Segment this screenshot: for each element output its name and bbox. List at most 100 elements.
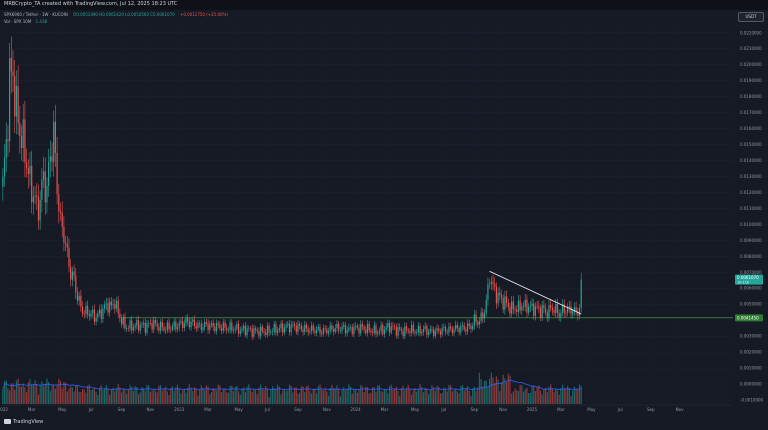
candle-body <box>568 306 570 308</box>
candle-body <box>409 331 411 334</box>
x-tick-label: Nov <box>676 407 684 412</box>
volume-bar <box>338 388 340 404</box>
candle-body <box>536 306 538 307</box>
candle-body <box>365 329 367 334</box>
candle-body <box>253 328 255 337</box>
candle-body <box>380 324 382 332</box>
volume-bar <box>429 390 431 404</box>
candle-body <box>226 327 228 331</box>
candle-body <box>377 332 379 334</box>
candle-body <box>12 71 14 76</box>
volume-bar <box>200 385 202 404</box>
volume-bar <box>154 390 157 404</box>
volume-bar <box>528 392 530 404</box>
volume-bar <box>278 386 280 404</box>
symbol-info[interactable]: SPX6900 / Tether · 1W · KUCOIN <box>4 12 68 17</box>
candle-body <box>14 75 16 117</box>
x-tick-label: May <box>587 407 596 412</box>
volume-bar <box>146 385 148 404</box>
candle-body <box>473 314 475 326</box>
volume-bar <box>450 385 452 404</box>
candle-body <box>455 324 457 330</box>
volume-bar <box>36 384 38 404</box>
candle-body <box>249 328 252 330</box>
volume-ma-line <box>2 379 582 390</box>
candle-body <box>190 321 192 328</box>
candle-body <box>100 309 102 320</box>
volume-bar <box>71 387 73 404</box>
volume-label[interactable]: Vol · SPX 10M <box>4 19 32 24</box>
candle-body <box>444 327 447 333</box>
volume-bar <box>212 387 214 404</box>
volume-bar <box>238 391 240 404</box>
candle-body <box>282 323 284 333</box>
candle-body <box>207 323 209 331</box>
candle-body <box>533 303 535 316</box>
volume-bar <box>402 385 404 404</box>
volume-bar <box>368 393 370 404</box>
volume-bar <box>3 381 6 404</box>
y-tick-label: 0.0000000 <box>740 382 762 387</box>
volume-bar <box>105 385 107 404</box>
volume-bar <box>83 389 85 404</box>
y-tick-label: 0.0120000 <box>740 190 762 195</box>
volume-bar <box>210 391 213 404</box>
candle-body <box>193 319 196 327</box>
candle-body <box>375 325 377 334</box>
volume-bar <box>507 373 509 404</box>
candle-body <box>59 211 62 213</box>
candle-body <box>322 328 324 335</box>
candle-body <box>154 320 157 324</box>
candle-body <box>288 323 291 333</box>
volume-bar <box>461 385 464 404</box>
volume-bar <box>90 390 92 404</box>
volume-bar <box>120 392 123 404</box>
candle-body <box>143 322 145 325</box>
currency-badge[interactable]: USDT <box>738 12 764 22</box>
candle-body <box>32 196 34 203</box>
candle-body <box>567 307 569 313</box>
candle-body <box>287 323 289 326</box>
volume-bar <box>436 385 438 404</box>
volume-bar <box>307 385 309 404</box>
y-tick-label: 0.0210000 <box>740 46 762 51</box>
volume-bar <box>341 390 343 404</box>
volume-bar <box>441 392 443 404</box>
candle-body <box>321 333 323 335</box>
candle-body <box>165 329 167 331</box>
volume-bar <box>439 393 442 404</box>
volume-bar <box>293 387 296 404</box>
volume-bar <box>136 387 138 404</box>
volume-bar <box>438 386 440 404</box>
candle-body <box>302 329 304 333</box>
volume-bar <box>119 387 121 404</box>
volume-bar <box>273 388 275 404</box>
volume-bar <box>321 389 323 404</box>
volume-bar <box>246 386 248 404</box>
volume-bar <box>7 388 9 404</box>
volume-bar <box>265 386 267 404</box>
volume-bar <box>107 389 109 404</box>
tradingview-logo: TradingView <box>4 419 43 425</box>
volume-bar <box>61 388 63 404</box>
candle-body <box>300 325 302 330</box>
volume-bar <box>104 387 106 404</box>
candle-body <box>156 323 158 327</box>
candle-body <box>266 325 269 335</box>
candle-body <box>427 331 430 335</box>
volume-bar <box>241 388 243 404</box>
volume-bar <box>141 387 143 404</box>
candle-body <box>251 328 253 337</box>
y-tick-label: 0.0070000 <box>740 270 762 275</box>
x-tick-label: Mar <box>381 407 389 412</box>
volume-bar <box>14 389 16 404</box>
volume-bar <box>68 388 70 404</box>
volume-bar <box>178 388 180 404</box>
volume-bar <box>373 387 375 404</box>
candle-body <box>443 327 445 328</box>
candle-body <box>502 297 504 310</box>
volume-bar <box>80 392 82 404</box>
volume-bar <box>256 394 258 404</box>
volume-bar <box>63 381 65 404</box>
